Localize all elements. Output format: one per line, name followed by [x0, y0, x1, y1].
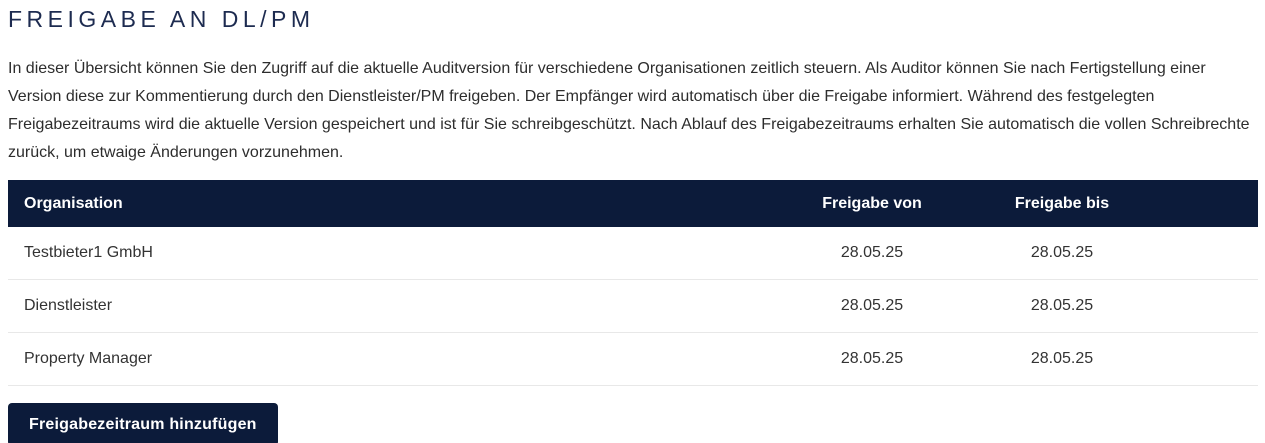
column-header-freigabe-von: Freigabe von [822, 194, 922, 212]
cell-freigabe-bis: 28.05.25 [1030, 244, 1094, 261]
cell-organisation: Dienstleister [24, 297, 113, 314]
table-row: Dienstleister 28.05.25 28.05.25 [8, 280, 1258, 333]
cell-freigabe-bis: 28.05.25 [1030, 350, 1094, 367]
freigabe-table: Organisation Freigabe von Freigabe bis T… [8, 180, 1258, 386]
page-title: FREIGABE AN DL/PM [8, 6, 315, 32]
table-header-row: Organisation Freigabe von Freigabe bis [8, 180, 1258, 227]
cell-freigabe-von: 28.05.25 [840, 244, 904, 261]
column-header-freigabe-bis: Freigabe bis [1014, 194, 1110, 212]
cell-organisation: Testbieter1 GmbH [24, 244, 153, 261]
column-header-organisation: Organisation [24, 194, 123, 212]
table-row: Property Manager 28.05.25 28.05.25 [8, 333, 1258, 386]
cell-organisation: Property Manager [24, 350, 153, 367]
add-freigabezeitraum-button[interactable]: Freigabezeitraum hinzufügen [8, 403, 278, 443]
cell-freigabe-von: 28.05.25 [840, 297, 904, 314]
cell-freigabe-von: 28.05.25 [840, 350, 904, 367]
table-row: Testbieter1 GmbH 28.05.25 28.05.25 [8, 227, 1258, 280]
page-description: In dieser Übersicht können Sie den Zugri… [8, 60, 1250, 161]
cell-freigabe-bis: 28.05.25 [1030, 297, 1094, 314]
